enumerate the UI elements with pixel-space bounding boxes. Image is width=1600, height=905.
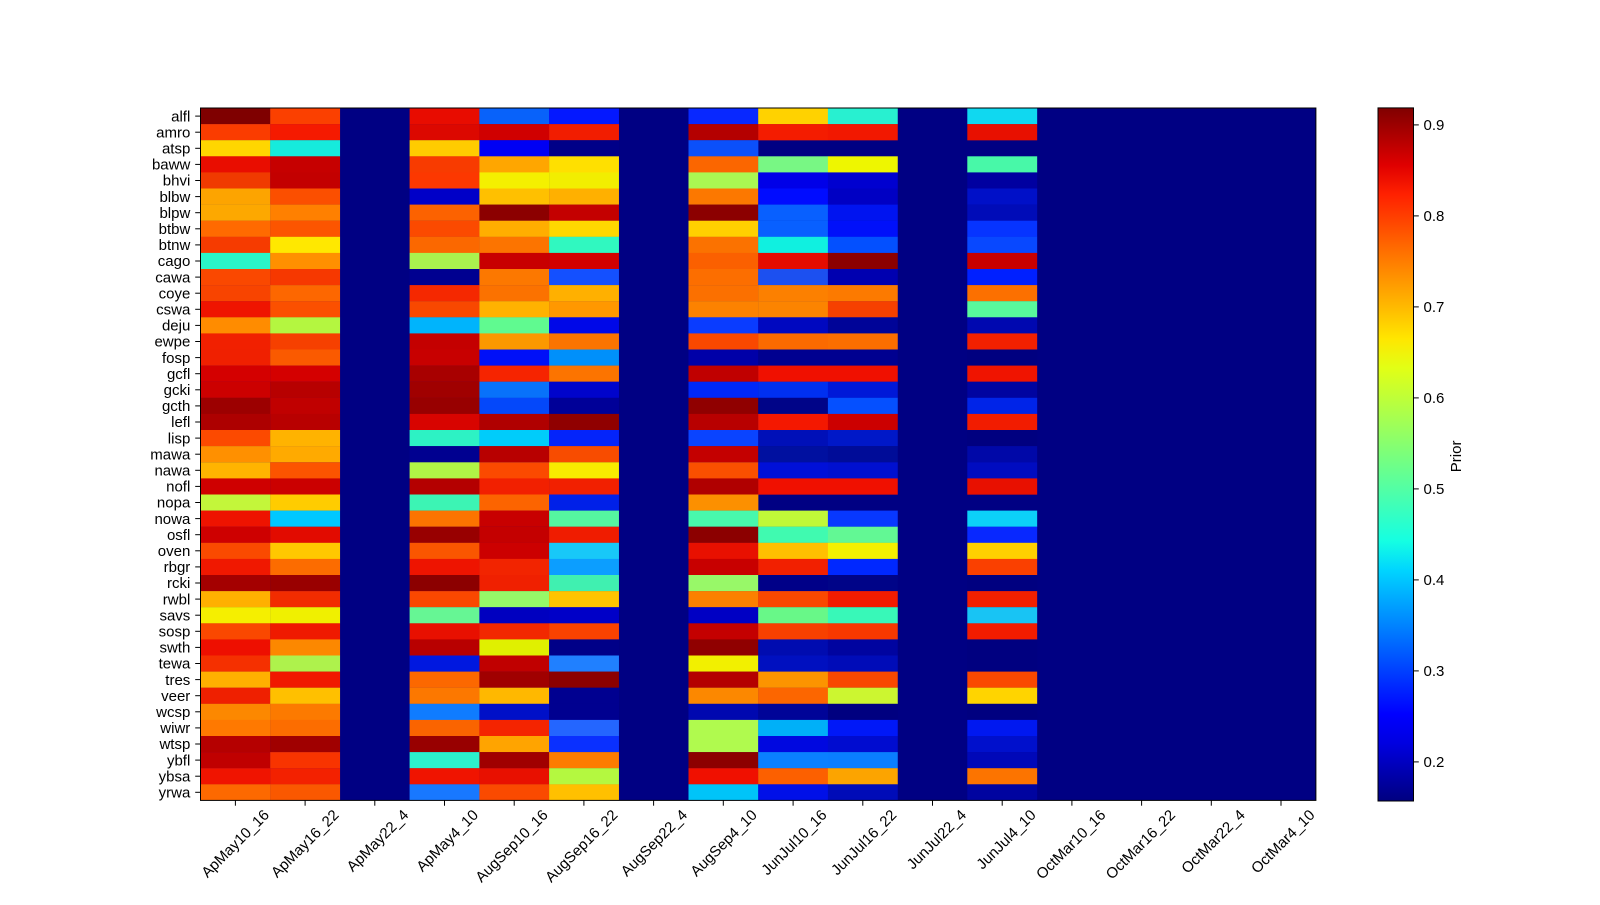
svg-text:nowa: nowa [154, 511, 191, 528]
svg-text:0.2: 0.2 [1424, 754, 1445, 771]
svg-text:lisp: lisp [168, 430, 191, 447]
svg-text:swth: swth [159, 640, 190, 657]
svg-text:amro: amro [156, 124, 190, 141]
svg-text:blpw: blpw [159, 205, 190, 222]
svg-text:cago: cago [158, 253, 191, 270]
svg-text:rcki: rcki [167, 575, 190, 592]
svg-text:0.5: 0.5 [1424, 481, 1445, 498]
svg-text:fosp: fosp [162, 350, 190, 367]
svg-text:cswa: cswa [156, 302, 191, 319]
svg-text:ewpe: ewpe [154, 334, 190, 351]
svg-text:0.3: 0.3 [1424, 663, 1445, 680]
svg-text:oven: oven [158, 543, 191, 560]
svg-text:nopa: nopa [157, 495, 191, 512]
svg-text:coye: coye [159, 285, 191, 302]
svg-text:nofl: nofl [166, 479, 190, 496]
svg-text:ybfl: ybfl [167, 752, 190, 769]
svg-text:gcfl: gcfl [167, 366, 190, 383]
svg-text:tewa: tewa [159, 656, 191, 673]
svg-text:sosp: sosp [159, 624, 191, 641]
svg-text:blbw: blbw [159, 189, 190, 206]
svg-text:atsp: atsp [162, 141, 190, 158]
svg-text:cawa: cawa [155, 269, 191, 286]
svg-text:btnw: btnw [159, 237, 191, 254]
svg-text:btbw: btbw [159, 221, 191, 238]
svg-text:gcth: gcth [162, 398, 190, 415]
svg-text:yrwa: yrwa [159, 785, 191, 802]
svg-text:rbgr: rbgr [164, 559, 191, 576]
svg-text:wiwr: wiwr [159, 720, 190, 737]
svg-text:gcki: gcki [164, 382, 191, 399]
svg-text:0.8: 0.8 [1424, 208, 1445, 225]
svg-text:0.9: 0.9 [1424, 117, 1445, 134]
svg-text:bhvi: bhvi [163, 173, 191, 190]
svg-text:Prior: Prior [1448, 441, 1465, 473]
svg-text:osfl: osfl [167, 527, 190, 544]
svg-text:0.4: 0.4 [1424, 572, 1445, 589]
svg-text:0.6: 0.6 [1424, 390, 1445, 407]
svg-text:tres: tres [165, 672, 190, 689]
svg-text:wtsp: wtsp [158, 736, 190, 753]
svg-text:nawa: nawa [154, 463, 191, 480]
svg-text:ybsa: ybsa [159, 768, 191, 785]
svg-text:veer: veer [161, 688, 190, 705]
svg-text:lefl: lefl [171, 414, 190, 431]
svg-text:deju: deju [162, 318, 190, 335]
svg-text:mawa: mawa [150, 446, 191, 463]
svg-text:savs: savs [159, 607, 190, 624]
svg-text:wcsp: wcsp [155, 704, 190, 721]
svg-text:baww: baww [152, 157, 191, 174]
svg-text:rwbl: rwbl [163, 591, 191, 608]
svg-text:0.7: 0.7 [1424, 299, 1445, 316]
svg-text:alfl: alfl [171, 108, 190, 125]
